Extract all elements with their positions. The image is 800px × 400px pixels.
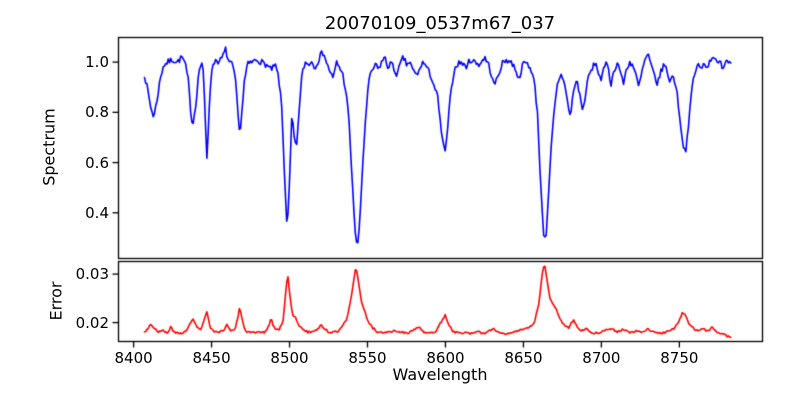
spectrum-ytick-label: 1.0 [85, 53, 109, 72]
x-tick-label: 8450 [192, 349, 231, 367]
spectrum-axis-label: Spectrum [39, 108, 59, 186]
spectrum-ytick-label: 0.8 [85, 103, 109, 122]
error-ytick-label: 0.02 [75, 313, 109, 332]
x-tick-label: 8500 [270, 349, 309, 367]
x-tick-label: 8750 [660, 349, 699, 367]
x-tick-label: 8600 [426, 349, 465, 367]
spectrum-ytick-label: 0.4 [85, 203, 109, 222]
x-tick-label: 8400 [114, 349, 153, 367]
chart-title: 20070109_0537m67_037 [324, 13, 556, 34]
x-tick-label: 8700 [582, 349, 621, 367]
x-tick-label: 8650 [504, 349, 543, 367]
error-axis-label: Error [46, 281, 66, 321]
x-axis-label: Wavelength [392, 365, 488, 384]
spectrum-ytick-label: 0.6 [85, 153, 109, 172]
error-ytick-label: 0.03 [75, 265, 109, 284]
x-tick-label: 8550 [348, 349, 387, 367]
